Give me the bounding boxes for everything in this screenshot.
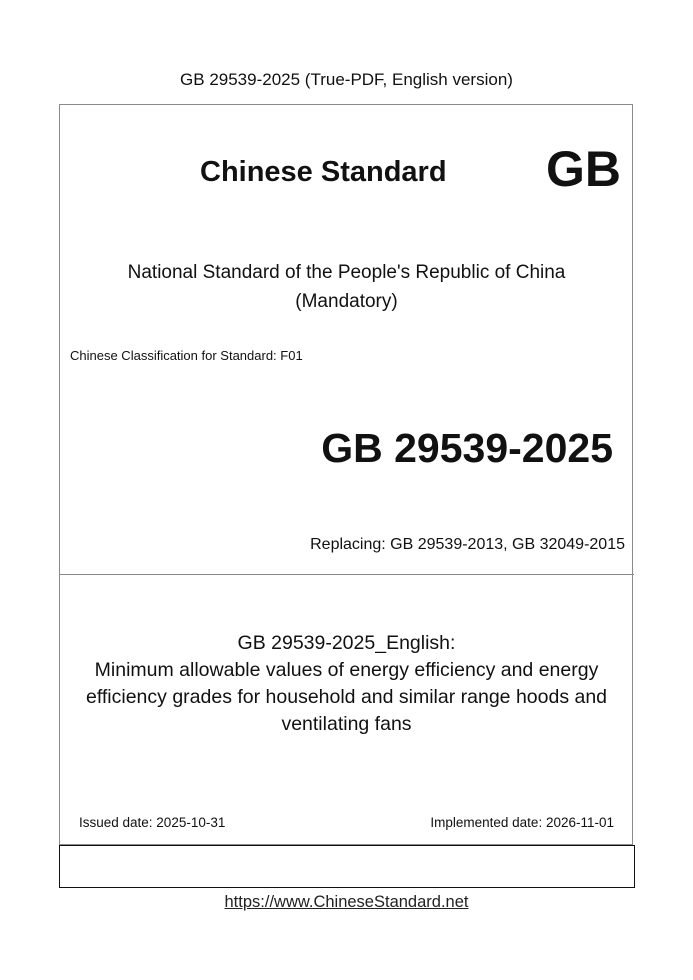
title-line-4: ventilating fans: [281, 713, 412, 735]
document-header-title: GB 29539-2025 (True-PDF, English version…: [180, 70, 513, 89]
website-link[interactable]: https://www.ChineseStandard.net: [224, 893, 469, 911]
cover-heading: Chinese Standard: [200, 156, 447, 188]
document-title: GB 29539-2025_English: Minimum allowable…: [59, 630, 634, 738]
title-line-3: efficiency grades for household and simi…: [85, 686, 608, 708]
section-divider: [59, 574, 634, 575]
issued-date: Issued date: 2025-10-31: [79, 815, 226, 830]
national-standard-label: National Standard of the People's Republ…: [59, 258, 634, 316]
standard-number: GB 29539-2025: [321, 425, 613, 471]
national-line-2: (Mandatory): [295, 291, 398, 312]
classification: Chinese Classification for Standard: F01: [70, 348, 303, 363]
national-line-1: National Standard of the People's Republ…: [127, 262, 566, 283]
title-line-1: GB 29539-2025_English:: [237, 632, 456, 654]
title-line-2: Minimum allowable values of energy effic…: [94, 659, 599, 681]
empty-bottom-box: [59, 845, 635, 888]
cover-frame: [59, 104, 633, 845]
replacing-standards: Replacing: GB 29539-2013, GB 32049-2015: [310, 536, 625, 553]
gb-logo: GB: [546, 141, 621, 197]
implemented-date: Implemented date: 2026-11-01: [430, 815, 614, 830]
